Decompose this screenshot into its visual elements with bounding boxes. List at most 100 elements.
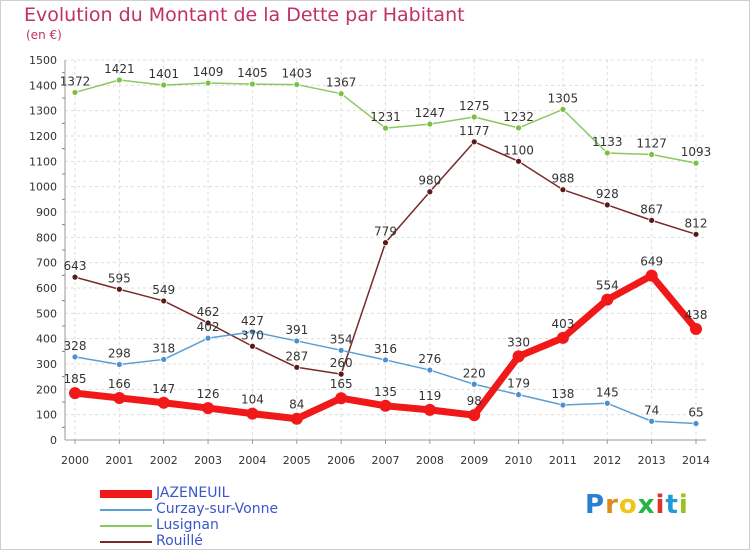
data-label-jazeneuil: 98 [467, 394, 482, 408]
x-tick-label: 2002 [150, 454, 178, 467]
data-point-curzay-sur-vonne [382, 356, 389, 364]
data-point-jazeneuil [468, 409, 481, 422]
data-label-jazeneuil: 330 [507, 335, 530, 349]
data-label-curzay-sur-vonne: 138 [551, 387, 574, 401]
y-tick-label: 700 [36, 257, 57, 270]
data-point-rouill- [559, 186, 567, 194]
data-label-rouill-: 1177 [459, 124, 490, 138]
grid [65, 59, 706, 440]
data-point-rouill- [515, 157, 522, 165]
data-label-curzay-sur-vonne: 318 [152, 341, 175, 355]
y-tick-label: 300 [36, 358, 57, 371]
data-point-rouill- [470, 138, 478, 146]
data-label-rouill-: 1100 [503, 143, 534, 157]
data-label-jazeneuil: 104 [241, 393, 264, 407]
data-label-rouill-: 549 [152, 283, 175, 297]
data-point-curzay-sur-vonne [204, 334, 212, 342]
x-tick-label: 2006 [327, 454, 355, 467]
legend-item-jazeneuil: JAZENEUIL [100, 485, 400, 502]
data-point-lusignan [648, 151, 656, 158]
logo-letter: P [585, 490, 606, 520]
logo-letter: x [637, 490, 656, 520]
data-point-jazeneuil [379, 399, 392, 412]
data-point-jazeneuil [157, 396, 170, 409]
data-label-jazeneuil: 165 [330, 377, 353, 391]
data-label-rouill-: 988 [551, 172, 574, 186]
data-point-lusignan [160, 81, 168, 89]
data-label-jazeneuil: 126 [197, 387, 220, 401]
data-label-rouill-: 779 [374, 225, 397, 239]
data-point-jazeneuil [556, 331, 569, 344]
legend-item-curzay-sur-vonne: Curzay-sur-Vonne [100, 501, 400, 518]
logo-letter: i [678, 490, 689, 520]
proxiti-logo: Proxiti [585, 490, 689, 520]
data-point-curzay-sur-vonne [71, 353, 79, 361]
data-point-curzay-sur-vonne [337, 346, 345, 354]
data-label-rouill-: 980 [418, 174, 441, 188]
x-tick-label: 2001 [105, 454, 133, 467]
data-point-lusignan [603, 149, 611, 157]
unit-label: (en €) [26, 28, 62, 42]
data-label-rouill-: 595 [108, 271, 131, 285]
data-label-curzay-sur-vonne: 298 [108, 347, 131, 361]
x-tick-label: 2005 [283, 454, 311, 467]
x-tick-label: 2010 [505, 454, 533, 467]
data-point-rouill- [204, 319, 212, 327]
legend-swatch-jazeneuil [100, 490, 152, 498]
data-point-curzay-sur-vonne [470, 380, 478, 388]
data-label-curzay-sur-vonne: 316 [374, 342, 397, 356]
data-label-curzay-sur-vonne: 220 [463, 366, 486, 380]
y-tick-label: 100 [36, 409, 57, 422]
x-tick-label: 2007 [372, 454, 400, 467]
x-tick-label: 2003 [194, 454, 222, 467]
data-label-lusignan: 1232 [503, 110, 534, 124]
data-point-curzay-sur-vonne [115, 361, 123, 368]
y-tick-label: 200 [36, 383, 57, 396]
y-tick-label: 900 [36, 206, 57, 219]
y-tick-label: 1000 [29, 181, 57, 194]
x-tick-label: 2000 [61, 454, 89, 467]
y-tick-label: 500 [36, 307, 57, 320]
data-point-rouill- [692, 230, 700, 238]
y-tick-label: 1300 [29, 105, 57, 118]
data-point-rouill- [337, 370, 345, 378]
data-point-lusignan [249, 80, 256, 88]
y-tick-label: 1500 [29, 54, 57, 67]
data-point-curzay-sur-vonne [515, 391, 522, 399]
data-label-jazeneuil: 166 [108, 377, 131, 391]
data-point-curzay-sur-vonne [648, 417, 656, 425]
data-label-rouill-: 287 [285, 349, 308, 363]
data-point-lusignan [293, 81, 301, 88]
data-point-rouill- [382, 239, 389, 247]
data-label-jazeneuil: 185 [64, 372, 87, 386]
data-label-lusignan: 1247 [415, 106, 446, 120]
data-label-rouill-: 928 [596, 187, 619, 201]
data-point-rouill- [71, 273, 79, 281]
axes [62, 60, 706, 444]
data-label-curzay-sur-vonne: 74 [644, 403, 659, 417]
data-point-rouill- [160, 297, 168, 305]
data-label-rouill-: 643 [64, 259, 87, 273]
data-point-lusignan [515, 124, 522, 132]
data-label-lusignan: 1127 [636, 136, 667, 150]
data-point-curzay-sur-vonne [426, 366, 434, 374]
legend-label-curzay-sur-vonne: Curzay-sur-Vonne [156, 501, 279, 517]
data-label-lusignan: 1405 [237, 66, 268, 80]
data-label-lusignan: 1367 [326, 76, 357, 90]
y-tick-label: 800 [36, 231, 57, 244]
data-point-jazeneuil [246, 407, 259, 420]
legend-item-lusignan: Lusignan [100, 517, 400, 534]
data-label-jazeneuil: 147 [152, 382, 175, 396]
data-point-jazeneuil [690, 323, 702, 336]
y-tick-label: 1400 [29, 79, 57, 92]
data-label-lusignan: 1421 [104, 62, 135, 76]
data-label-curzay-sur-vonne: 402 [197, 320, 220, 334]
data-point-jazeneuil [512, 350, 525, 363]
chart-title: Evolution du Montant de la Dette par Hab… [24, 4, 465, 26]
data-label-rouill-: 370 [241, 328, 264, 342]
logo-letter: t [665, 490, 679, 520]
legend-label-jazeneuil: JAZENEUIL [156, 485, 230, 501]
data-point-lusignan [426, 120, 434, 128]
data-label-curzay-sur-vonne: 145 [596, 385, 619, 399]
x-tick-label: 2012 [593, 454, 621, 467]
